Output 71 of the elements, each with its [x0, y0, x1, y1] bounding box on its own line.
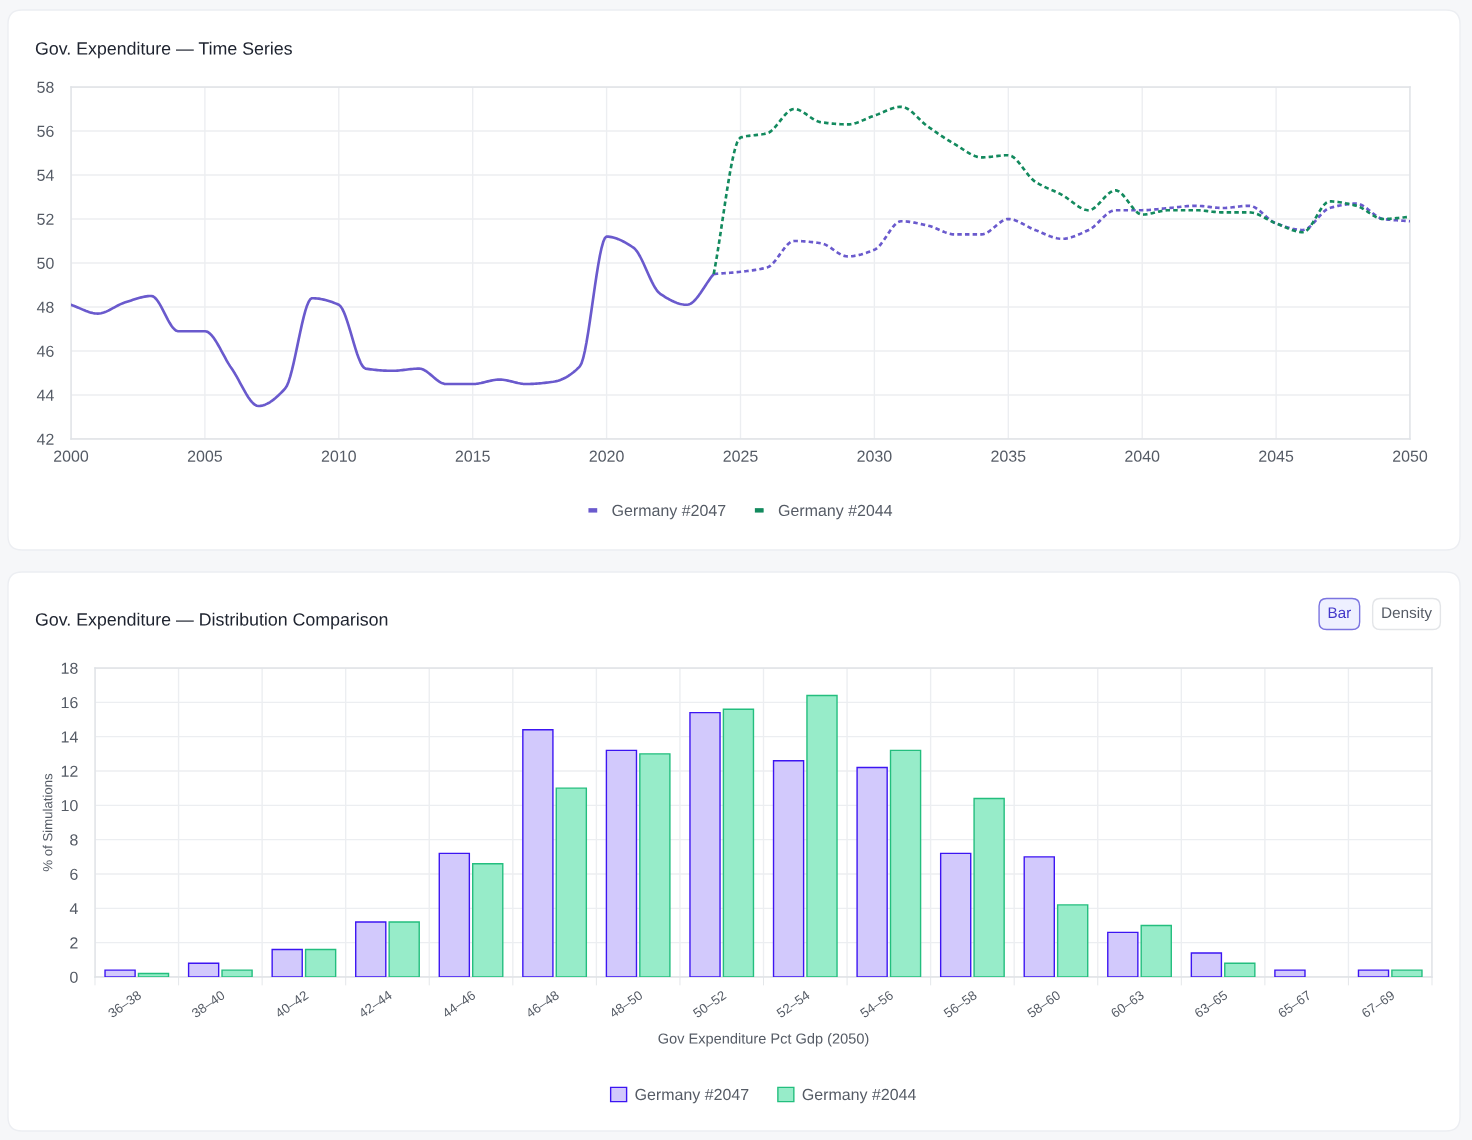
y-axis-title: % of Simulations: [42, 773, 53, 872]
x-tick-label: 2050: [1393, 450, 1428, 462]
x-tick-label: 2045: [1259, 450, 1294, 462]
bar: [1224, 962, 1256, 977]
y-tick-label: 54: [37, 169, 54, 181]
bar: [104, 969, 136, 977]
x-tick-label: 2010: [321, 450, 356, 462]
y-tick-label: 10: [61, 799, 78, 812]
text: Density: [1382, 606, 1432, 622]
bar: [889, 749, 922, 977]
chart-title: Gov. Expenditure — Distribution Comparison: [35, 612, 388, 630]
y-tick-label: 0: [70, 971, 78, 983]
bar: [973, 797, 1005, 977]
y-tick-label: 56: [37, 125, 54, 137]
bar: [555, 787, 588, 977]
bar: [1391, 969, 1423, 977]
y-tick-label: 58: [37, 81, 54, 93]
legend-label: Germany #2047: [635, 1088, 749, 1104]
bar: [1190, 952, 1223, 977]
y-tick-label: 42: [36, 433, 54, 445]
y-tick-label: 2: [70, 937, 78, 949]
x-tick-label: 2030: [857, 450, 892, 462]
bar: [939, 852, 972, 977]
bar: [639, 753, 671, 977]
x-axis-title: Gov Expenditure Pct Gdp (2050): [658, 1033, 869, 1047]
bar: [1023, 856, 1055, 977]
x-tick-label: 2015: [455, 450, 490, 462]
y-tick-label: 50: [37, 257, 54, 269]
x-tick-label: 2020: [589, 450, 624, 462]
bar: [304, 948, 337, 977]
x-tick-label: 2000: [54, 450, 89, 462]
bar: [722, 708, 755, 977]
bar: [772, 760, 805, 977]
text: Bar: [1328, 607, 1351, 619]
bar: [806, 694, 838, 977]
y-tick-label: 46: [36, 345, 54, 357]
y-tick-label: 44: [36, 389, 54, 401]
bar: [388, 921, 420, 977]
y-tick-label: 52: [37, 213, 54, 225]
bar: [689, 711, 721, 977]
bar: [271, 948, 303, 977]
chart-title: Gov. Expenditure — Time Series: [35, 41, 292, 59]
bar: [1140, 924, 1172, 977]
y-tick-label: 16: [61, 696, 78, 709]
y-tick-label: 6: [70, 868, 78, 880]
bar: [856, 766, 888, 977]
x-tick-label: 2025: [723, 450, 758, 462]
bar: [438, 852, 471, 977]
bar: [187, 962, 220, 977]
bar: [355, 921, 387, 977]
legend-label: Germany #2044: [802, 1088, 916, 1104]
x-tick-label: 2005: [187, 450, 222, 462]
legend-label: Germany #2047: [612, 504, 726, 520]
bar: [1274, 969, 1306, 977]
bar: [137, 972, 170, 977]
bar: [1107, 931, 1139, 977]
bar: [605, 749, 638, 977]
y-tick-label: 18: [61, 662, 78, 674]
bar: [522, 729, 554, 977]
bar: [221, 969, 253, 977]
y-tick-label: 8: [70, 834, 78, 846]
y-tick-label: 14: [61, 731, 78, 743]
bar: [1357, 969, 1390, 977]
y-tick-label: 48: [36, 301, 54, 313]
bar: [472, 863, 504, 977]
x-tick-label: 2040: [1125, 450, 1160, 462]
y-tick-label: 4: [69, 903, 78, 915]
bar: [1056, 904, 1089, 977]
x-tick-label: 2035: [991, 450, 1026, 462]
legend-label: Germany #2044: [778, 504, 893, 520]
y-tick-label: 12: [61, 765, 78, 777]
